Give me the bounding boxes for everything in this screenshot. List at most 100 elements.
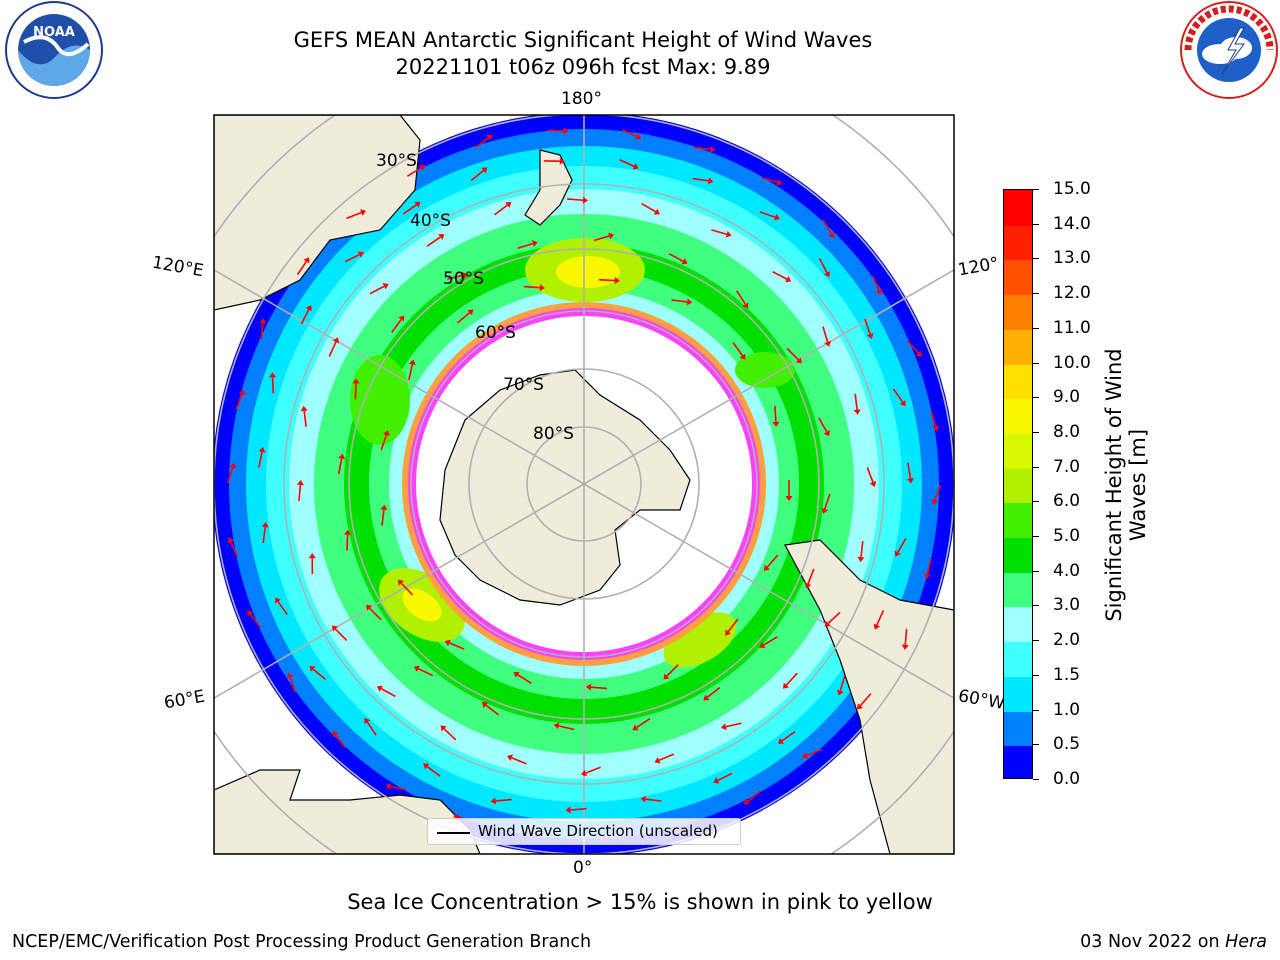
wind-wave-arrow (517, 242, 534, 250)
wind-wave-arrowhead (795, 357, 802, 364)
colorbar-tick-mark (1033, 536, 1039, 538)
wind-wave-arrow (390, 785, 407, 791)
colorbar-segment (1004, 606, 1032, 643)
wind-wave-arrowhead (331, 625, 338, 632)
wind-wave-arrow (328, 341, 337, 357)
colorbar-segment (1004, 328, 1032, 365)
wind-wave-arrowhead (743, 798, 750, 805)
wind-wave-arrow (590, 686, 607, 690)
wind-wave-arrowhead (259, 318, 267, 324)
wind-wave-arrowhead (739, 353, 746, 360)
colorbar-tick-label: 14.0 (1053, 213, 1091, 234)
wind-wave-arrowhead (823, 430, 830, 437)
wind-wave-arrow (866, 467, 874, 483)
wind-wave-arrowhead (352, 378, 360, 384)
wind-wave-arrow (517, 674, 532, 684)
wind-wave-arrow (417, 668, 434, 677)
wind-wave-arrow (593, 235, 610, 242)
colorbar-tick-label: 7.0 (1053, 456, 1081, 477)
wind-wave-arrowhead (785, 276, 792, 283)
colorbar-tick-mark (1033, 779, 1039, 780)
wind-wave-arrowhead (332, 730, 339, 738)
wind-wave-arrow (337, 458, 343, 475)
graticule (214, 115, 954, 854)
wind-wave-arrowhead (357, 251, 364, 258)
wind-wave-arrow (907, 462, 912, 479)
wind-wave-arrow (271, 377, 275, 394)
noaa-logo: NOAA (5, 1, 103, 99)
wind-wave-arrowhead (481, 167, 488, 174)
colorbar-label: Significant Height of Wind Waves [m] (1102, 348, 1150, 622)
wind-wave-arrow (666, 664, 679, 677)
wind-wave-arrowhead (238, 389, 246, 396)
colorbar-tick-label: 8.0 (1053, 421, 1081, 442)
colorbar-tick-label: 3.0 (1053, 595, 1081, 616)
wind-wave-arrowhead (539, 284, 545, 292)
colorbar-tick-label: 12.0 (1053, 283, 1091, 304)
wind-wave-arrow (494, 204, 508, 216)
wind-wave-arrow (470, 169, 485, 182)
sea-ice-note: Sea Ice Concentration > 15% is shown in … (347, 890, 933, 914)
wind-wave-arrow (671, 299, 688, 303)
colorbar-tick-label: 10.0 (1053, 352, 1091, 373)
colorbar-segment (1004, 502, 1032, 539)
wind-wave-arrow (761, 177, 778, 184)
wind-wave-arrow (822, 219, 833, 235)
lat-label-60s: 60°S (475, 323, 516, 343)
wind-wave-arrowhead (440, 725, 447, 732)
map-frame (213, 114, 955, 855)
wind-wave-arrow (781, 730, 796, 742)
colorbar-segment (1004, 641, 1032, 677)
wind-wave-arrowhead (915, 350, 922, 357)
wind-wave-arrowhead (581, 769, 588, 777)
wind-wave-arrowhead (385, 782, 392, 790)
wind-wave-arrowhead (777, 738, 784, 744)
wind-wave-arrow (485, 704, 500, 716)
wind-wave-arrow (456, 312, 471, 324)
wind-wave-arrowhead (408, 359, 416, 366)
wind-wave-arrowhead (258, 446, 266, 453)
colorbar-tick-label: 13.0 (1053, 248, 1091, 269)
colorbar-tick-mark (1033, 223, 1039, 225)
colorbar-tick-mark (1033, 397, 1039, 399)
wind-wave-arrowhead (725, 629, 732, 636)
wind-wave-arrow (381, 509, 385, 526)
wind-wave-arrow (711, 229, 727, 235)
wind-wave-arrowhead (531, 240, 538, 247)
wind-wave-arrowhead (414, 201, 421, 208)
wind-wave-arrowhead (932, 425, 940, 432)
wind-wave-arrowhead (709, 145, 716, 153)
wind-wave-arrow (636, 718, 651, 729)
lat-label-70s: 70°S (503, 375, 544, 395)
colorbar-segment (1004, 710, 1032, 747)
lon-label-0: 0° (573, 858, 593, 878)
wind-wave-arrowhead (563, 127, 569, 135)
wind-wave-arrow (230, 541, 239, 557)
lon-label-180: 180° (561, 89, 602, 109)
wind-wave-arrow (406, 167, 422, 177)
wind-wave-arrow (806, 748, 822, 757)
wind-wave-arrow (523, 285, 540, 289)
wind-wave-arrowhead (901, 644, 909, 650)
colorbar-tick-label: 1.0 (1053, 699, 1081, 720)
colorbar-tick-label: 0.5 (1053, 734, 1081, 755)
wind-wave-arrowhead (707, 177, 714, 185)
colorbar-segment (1004, 190, 1032, 226)
wind-wave-arrowhead (821, 507, 829, 514)
wind-wave-arrowhead (360, 209, 367, 216)
wind-wave-arrowhead (261, 522, 269, 528)
colorbar-segment (1004, 224, 1032, 261)
wind-wave-arrow (641, 202, 656, 213)
wind-wave-arrowhead (507, 754, 514, 762)
wind-wave-arrow (312, 668, 327, 681)
australia (214, 115, 421, 311)
wind-wave-arrows (227, 127, 942, 843)
wind-wave-arrowhead (869, 481, 877, 487)
wind-wave-arrowhead (640, 795, 646, 803)
wind-wave-arrow (380, 434, 388, 451)
wind-wave-arrow (369, 285, 385, 295)
wind-wave-arrow (249, 613, 261, 628)
wind-wave-arrow (547, 129, 564, 132)
wind-wave-arrowhead (783, 682, 789, 689)
colorbar-tick-label: 11.0 (1053, 317, 1091, 338)
